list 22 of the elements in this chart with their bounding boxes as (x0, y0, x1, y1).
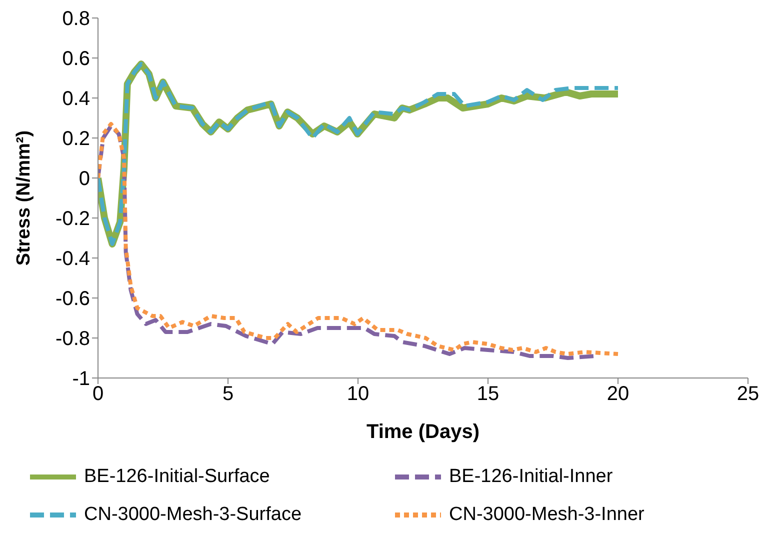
x-tick-label: 15 (476, 383, 500, 406)
y-tick-label: 0.8 (62, 8, 90, 30)
y-tick-label: -0.2 (56, 208, 90, 230)
y-tick-label: 0.2 (62, 128, 90, 150)
y-tick-label: -0.6 (56, 288, 90, 310)
x-tick-label: 0 (92, 383, 104, 406)
y-tick-label: 0.4 (62, 88, 90, 110)
y-tick-label: 0 (78, 168, 90, 190)
y-axis-title: Stress (N/mm²) (14, 130, 35, 266)
x-axis-title: Time (Days) (366, 421, 480, 443)
y-tick-label: -1 (72, 368, 90, 390)
legend-label: BE-126-Initial-Inner (449, 466, 613, 488)
legend-label: CN-3000-Mesh-3-Inner (449, 504, 644, 526)
legend-label: BE-126-Initial-Surface (84, 466, 270, 488)
x-tick-label: 20 (606, 383, 630, 406)
legend-label: CN-3000-Mesh-3-Surface (84, 504, 302, 526)
x-tick-label: 5 (222, 383, 234, 406)
y-tick-label: 0.6 (62, 48, 90, 70)
x-tick-label: 25 (736, 383, 760, 406)
y-tick-label: -0.8 (56, 328, 90, 350)
y-tick-label: -0.4 (56, 248, 90, 270)
x-tick-label: 10 (346, 383, 370, 406)
